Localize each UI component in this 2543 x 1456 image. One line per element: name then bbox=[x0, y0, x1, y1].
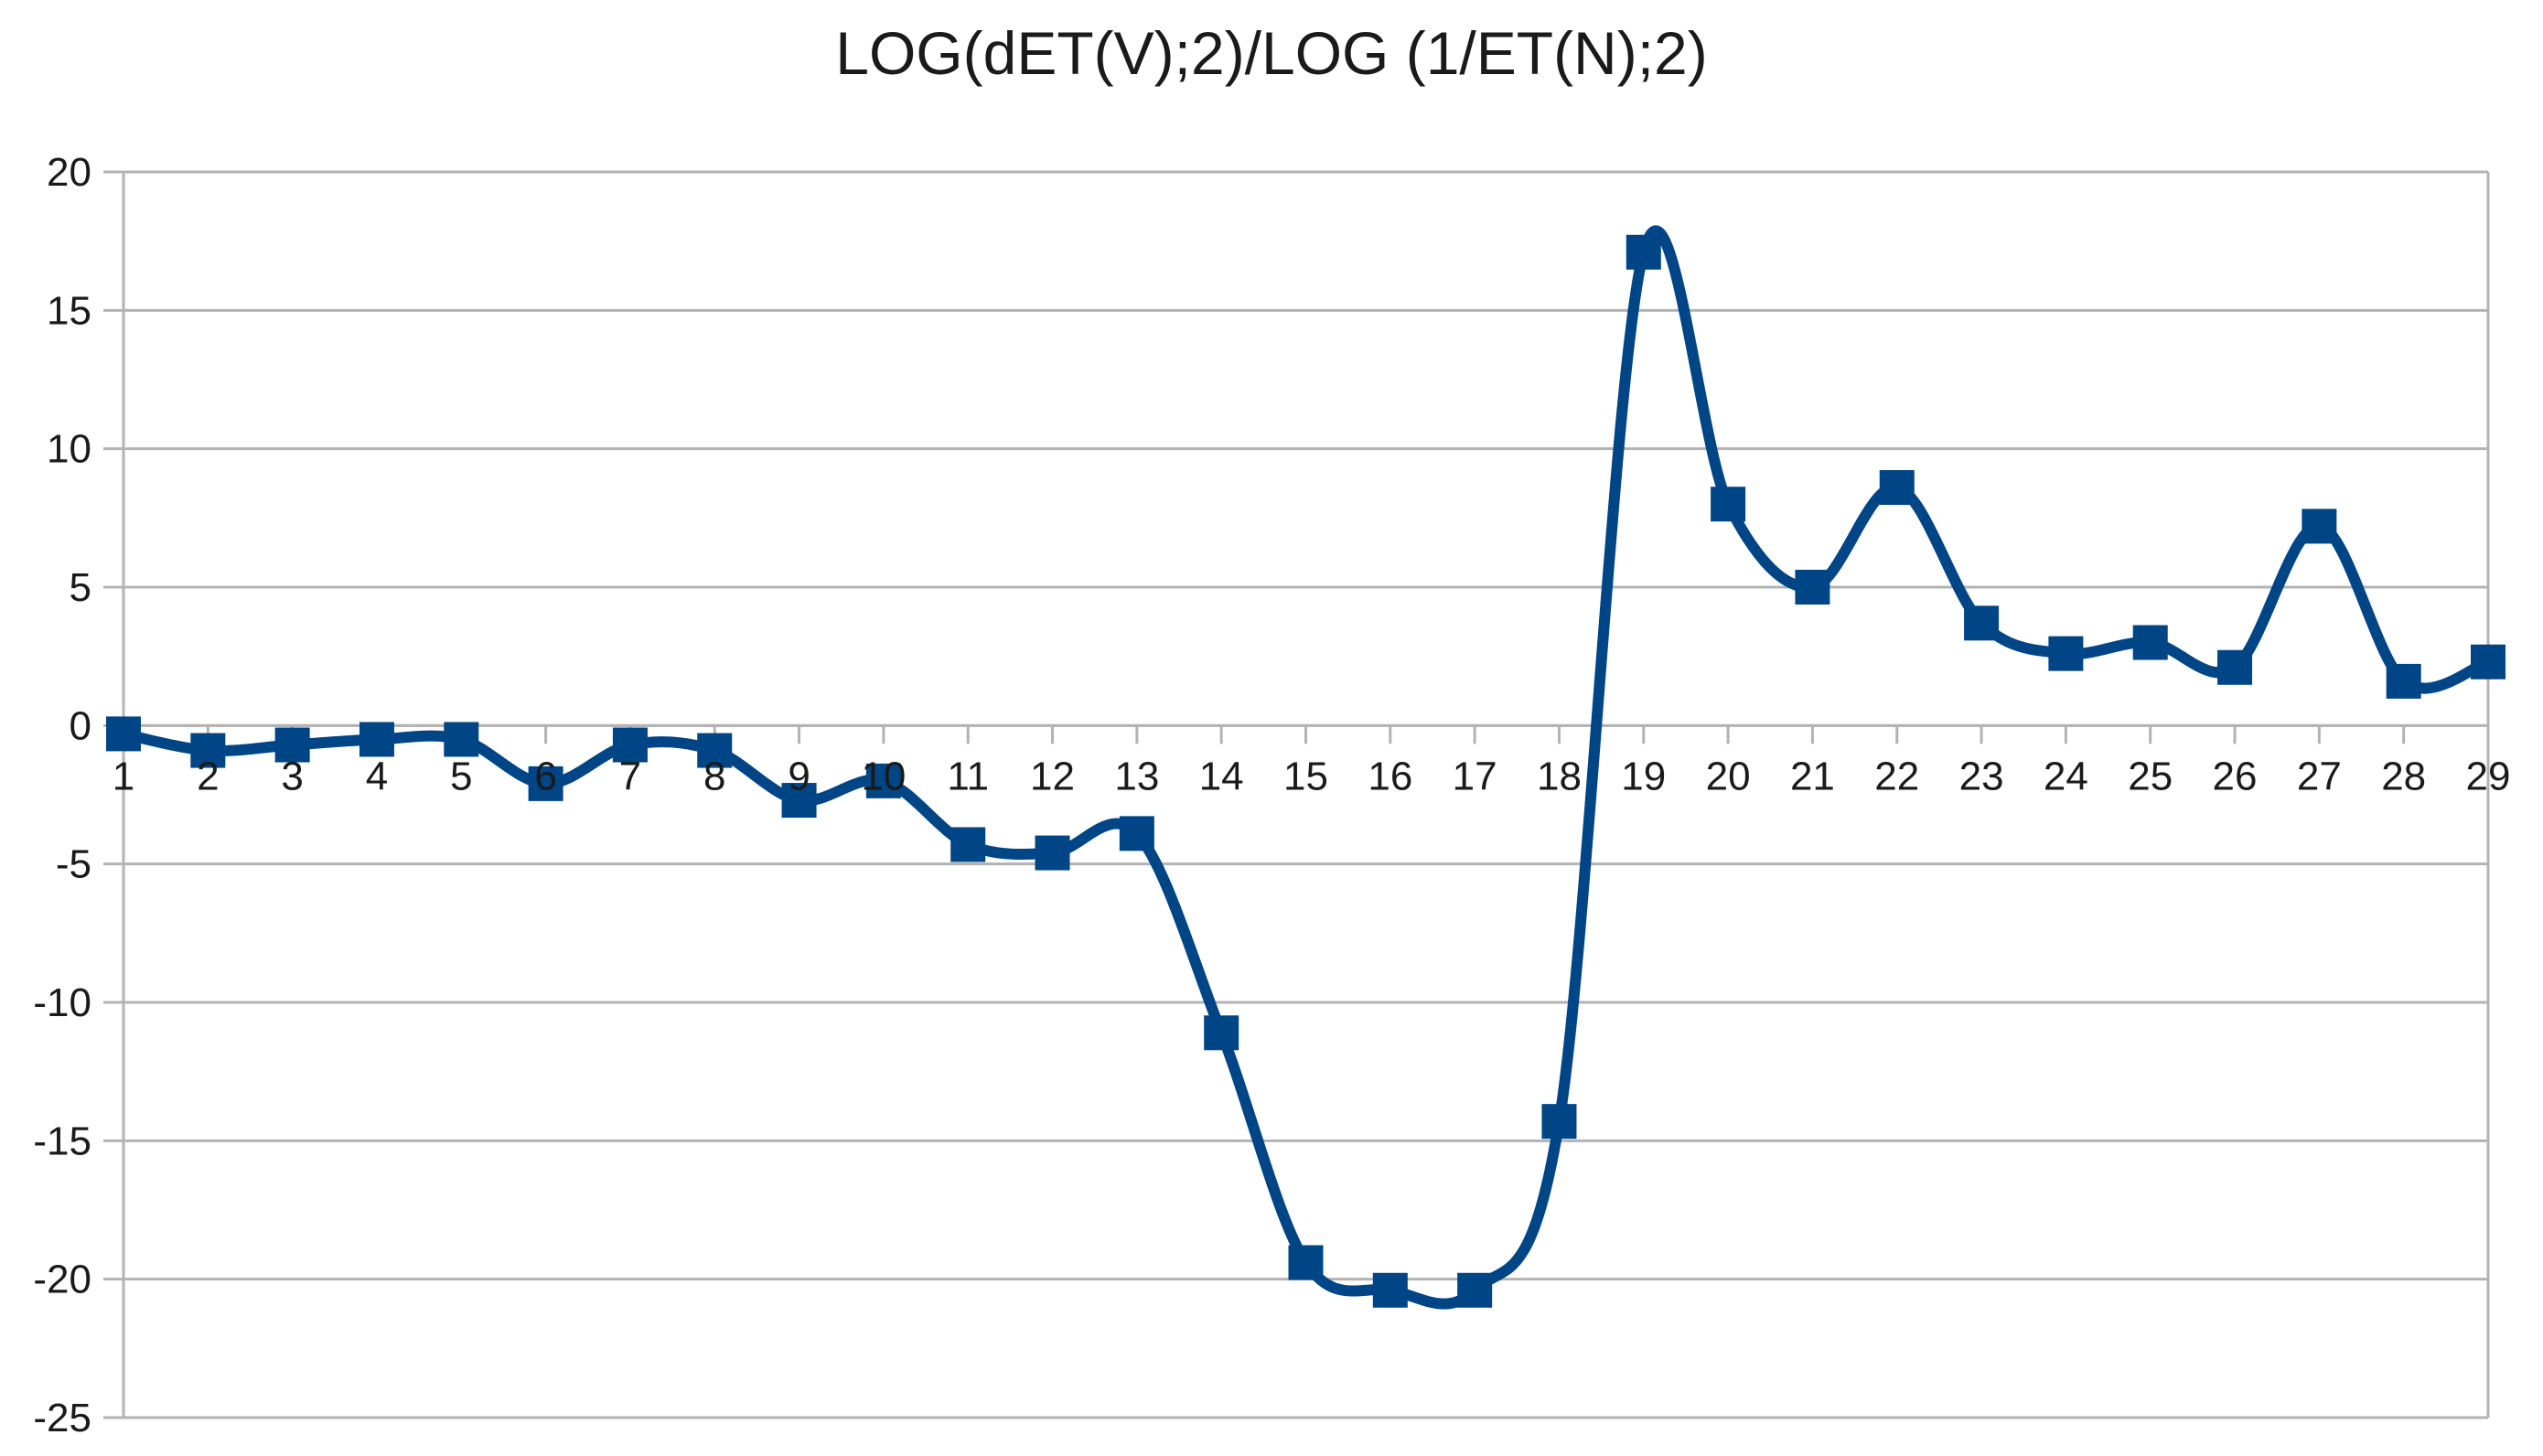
data-point-marker bbox=[697, 733, 733, 768]
data-point-marker bbox=[2386, 663, 2421, 699]
x-tick-label: 28 bbox=[2381, 754, 2426, 798]
data-point-marker bbox=[2302, 509, 2337, 544]
data-point-marker bbox=[106, 716, 141, 752]
data-point-marker bbox=[190, 733, 226, 768]
x-tick-label: 1 bbox=[113, 754, 134, 798]
data-point-marker bbox=[2132, 625, 2168, 660]
y-tick-label: -15 bbox=[33, 1119, 91, 1163]
x-tick-label: 23 bbox=[1959, 754, 2004, 798]
x-tick-label: 11 bbox=[947, 754, 989, 798]
x-tick-label: 4 bbox=[366, 754, 388, 798]
y-tick-label: 5 bbox=[70, 565, 91, 610]
data-point-marker bbox=[1035, 835, 1070, 871]
x-tick-label: 2 bbox=[197, 754, 219, 798]
data-point-marker bbox=[1372, 1272, 1408, 1308]
data-point-marker bbox=[2048, 636, 2084, 671]
chart-title: LOG(dET(V);2)/LOG (1/ET(N);2) bbox=[835, 19, 1708, 87]
x-tick-label: 8 bbox=[703, 754, 725, 798]
x-tick-label: 19 bbox=[1621, 754, 1666, 798]
data-point-marker bbox=[1964, 605, 2000, 641]
y-tick-label: 0 bbox=[70, 703, 91, 748]
x-tick-label: 10 bbox=[861, 754, 906, 798]
x-tick-label: 5 bbox=[450, 754, 472, 798]
x-tick-label: 21 bbox=[1790, 754, 1835, 798]
x-tick-label: 27 bbox=[2297, 754, 2342, 798]
x-tick-label: 17 bbox=[1453, 754, 1497, 798]
data-point-marker bbox=[1711, 487, 1746, 522]
y-tick-label: 10 bbox=[47, 427, 91, 472]
data-point-marker bbox=[1879, 470, 1915, 506]
y-tick-label: 15 bbox=[47, 288, 91, 333]
data-point-marker bbox=[1119, 816, 1154, 851]
data-point-marker bbox=[1626, 234, 1661, 270]
y-tick-label: -25 bbox=[33, 1396, 91, 1440]
x-tick-label: 16 bbox=[1368, 754, 1412, 798]
x-tick-label: 15 bbox=[1283, 754, 1328, 798]
x-tick-label: 13 bbox=[1114, 754, 1159, 798]
y-tick-label: -20 bbox=[33, 1258, 91, 1302]
x-tick-label: 12 bbox=[1030, 754, 1075, 798]
x-tick-label: 25 bbox=[2128, 754, 2173, 798]
data-point-marker bbox=[528, 765, 563, 801]
data-point-marker bbox=[1541, 1104, 1577, 1140]
x-tick-label: 24 bbox=[2044, 754, 2088, 798]
data-point-marker bbox=[1457, 1272, 1493, 1308]
x-tick-label: 29 bbox=[2466, 754, 2511, 798]
data-point-marker bbox=[359, 722, 394, 757]
data-point-marker bbox=[1204, 1015, 1239, 1051]
x-tick-label: 6 bbox=[534, 754, 556, 798]
data-point-marker bbox=[274, 727, 310, 763]
y-tick-label: 20 bbox=[47, 150, 91, 195]
x-tick-label: 18 bbox=[1537, 754, 1582, 798]
data-point-marker bbox=[612, 727, 648, 763]
data-point-marker bbox=[1288, 1245, 1324, 1280]
x-tick-label: 7 bbox=[619, 754, 641, 798]
x-tick-label: 22 bbox=[1874, 754, 1919, 798]
data-point-marker bbox=[1795, 570, 1830, 605]
x-tick-label: 3 bbox=[281, 754, 303, 798]
data-point-marker bbox=[444, 722, 479, 757]
data-point-marker bbox=[781, 783, 817, 819]
x-tick-label: 9 bbox=[788, 754, 810, 798]
x-tick-label: 26 bbox=[2213, 754, 2258, 798]
data-point-marker bbox=[2471, 644, 2505, 680]
y-tick-label: -5 bbox=[56, 842, 91, 887]
data-point-marker bbox=[865, 763, 901, 798]
data-point-marker bbox=[950, 827, 986, 862]
data-point-marker bbox=[2217, 649, 2253, 685]
y-tick-label: -10 bbox=[33, 980, 91, 1025]
x-tick-label: 20 bbox=[1706, 754, 1751, 798]
x-tick-label: 14 bbox=[1199, 754, 1244, 798]
